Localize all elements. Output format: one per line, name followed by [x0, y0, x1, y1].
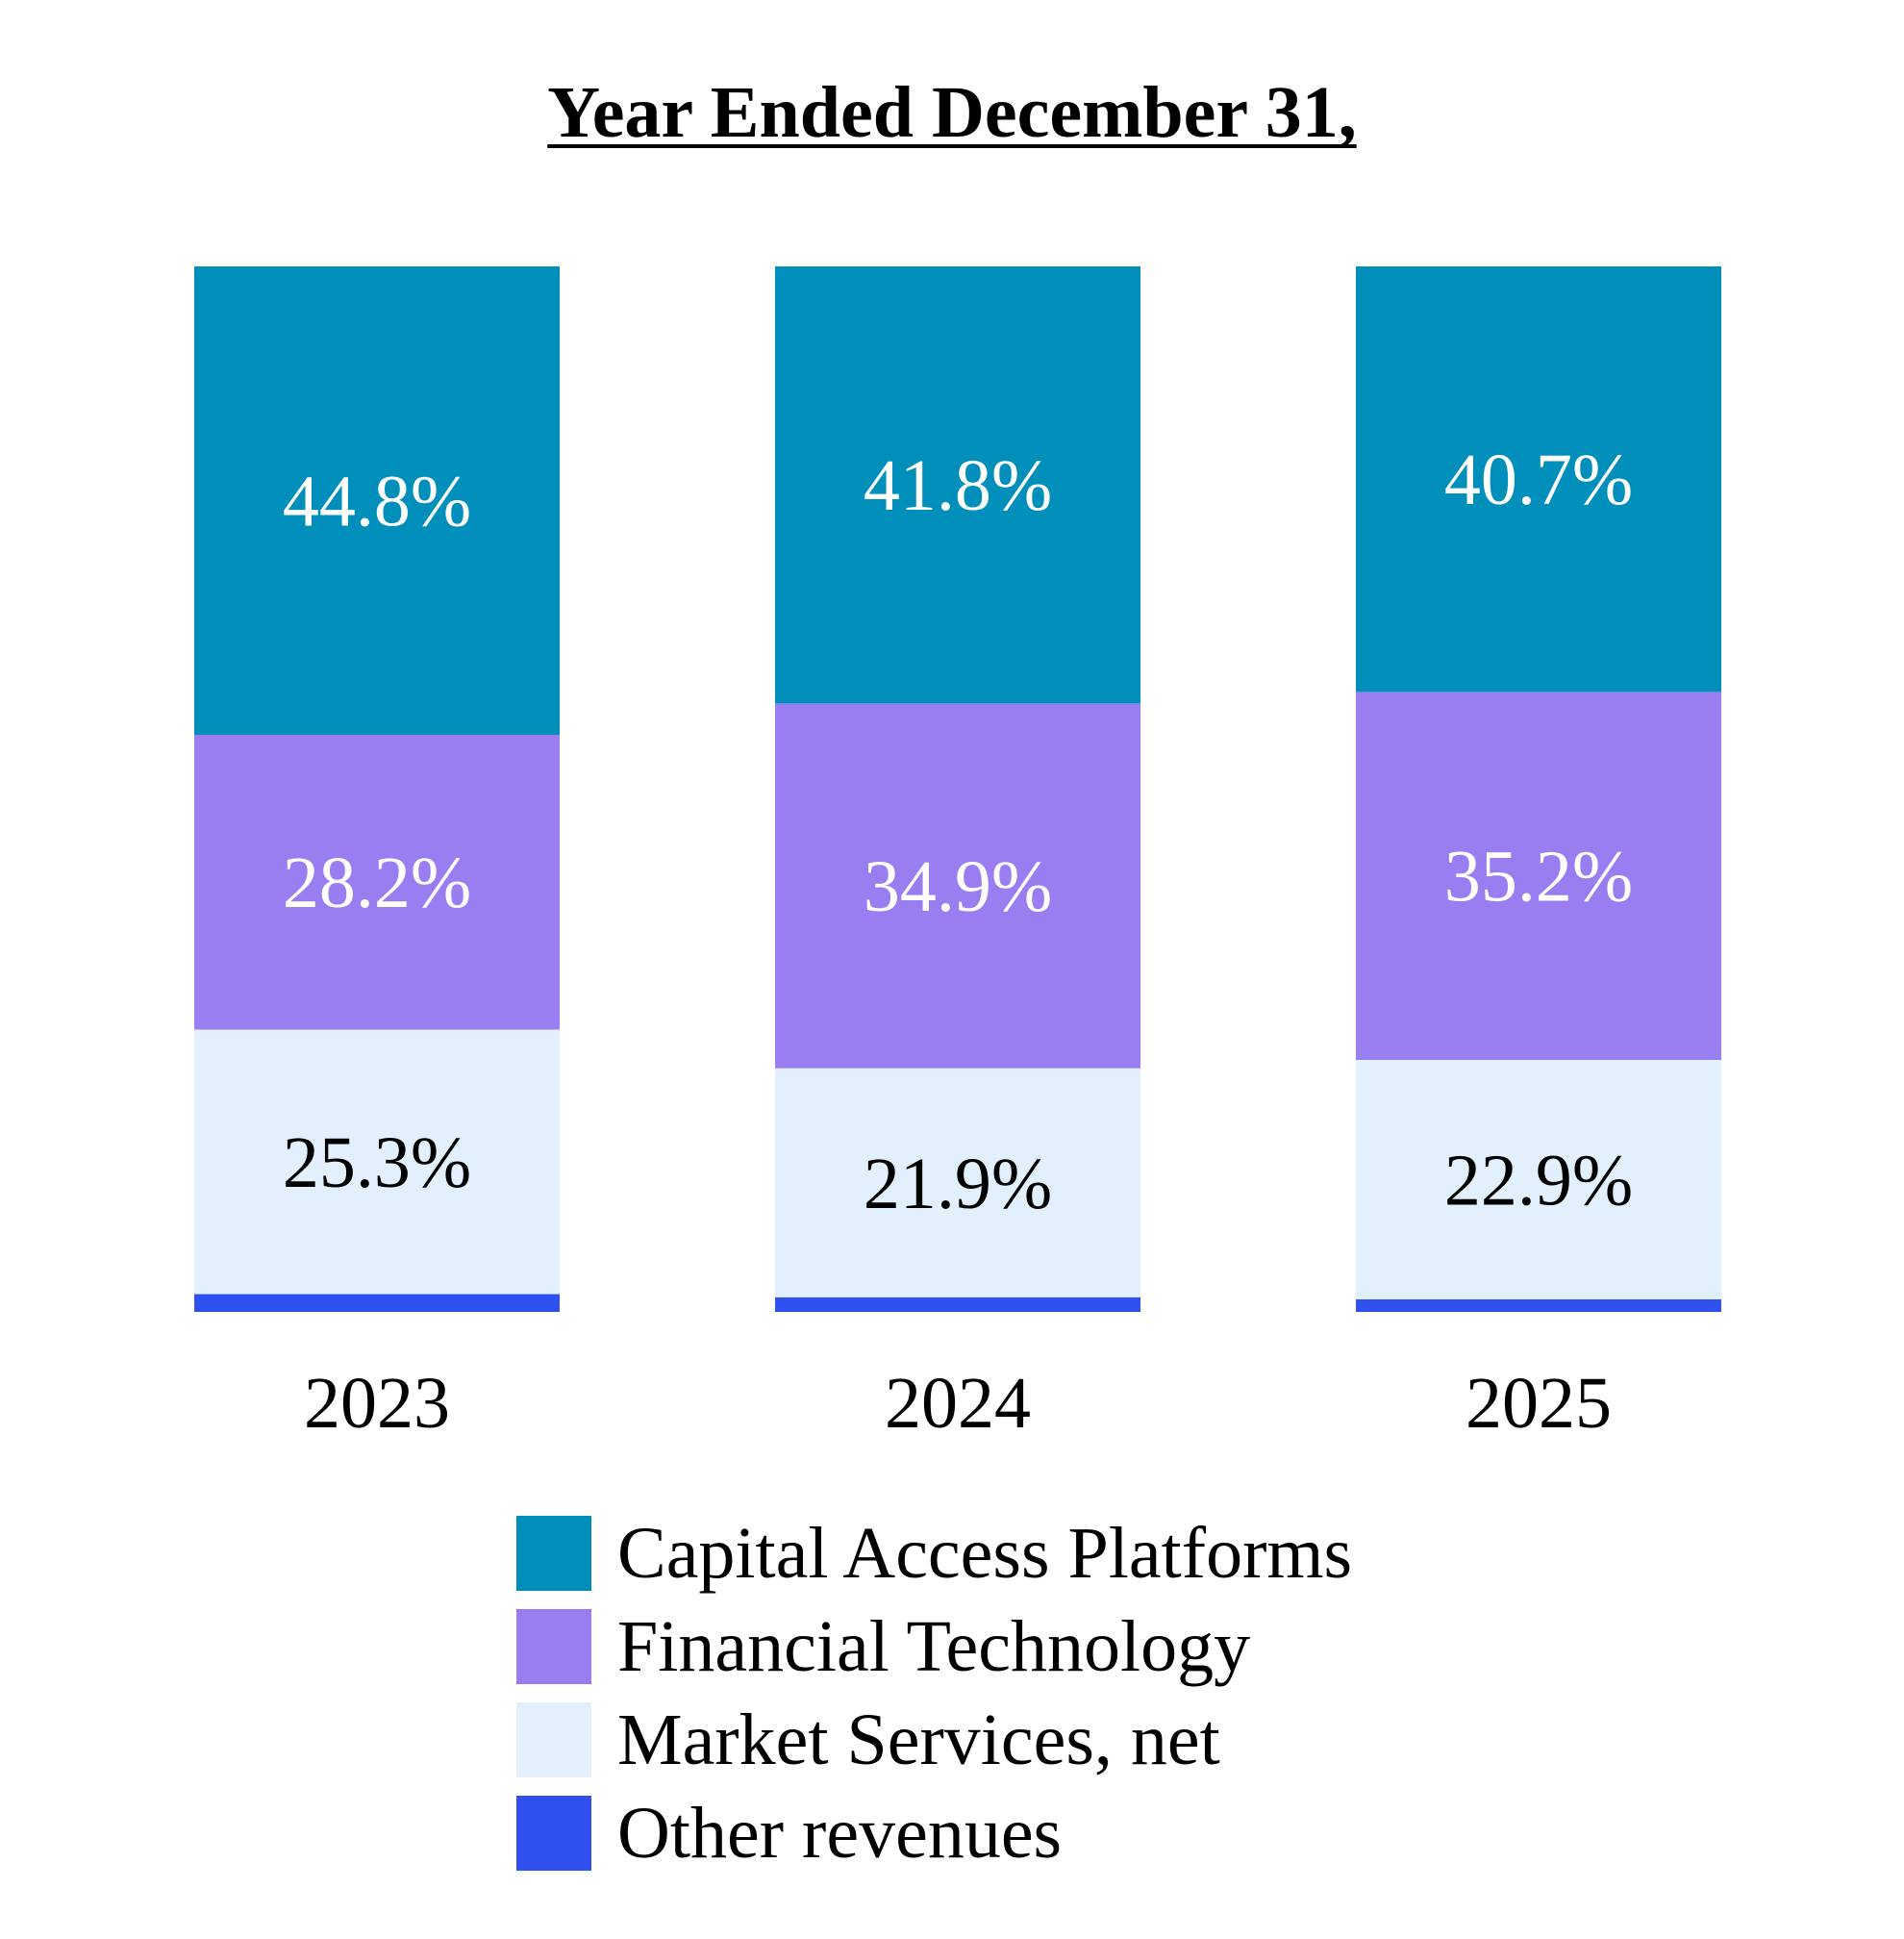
legend-swatch-other-revenues: [516, 1796, 591, 1871]
bar-segment-other-revenues-2023: [194, 1294, 560, 1312]
bar-segment-capital-access-platforms-2023: [194, 266, 560, 735]
category-label-2025: 2025: [1466, 1363, 1612, 1444]
legend: Capital Access Platforms Financial Techno…: [516, 1513, 1352, 1874]
bar-segment-financial-technology-2024: [775, 703, 1140, 1069]
legend-swatch-capital-access-platforms: [516, 1516, 591, 1591]
data-label-financial-technology-2025: 35.2%: [1444, 837, 1633, 918]
legend-label-other-revenues: Other revenues: [617, 1793, 1062, 1874]
chart-title: Year Ended December 31,: [547, 72, 1357, 153]
legend-label-financial-technology: Financial Technology: [617, 1606, 1250, 1687]
category-label-2023: 2023: [304, 1363, 450, 1444]
bar-segment-other-revenues-2025: [1356, 1298, 1721, 1312]
bar-segment-capital-access-platforms-2024: [775, 266, 1140, 704]
bar-segment-financial-technology-2023: [194, 734, 560, 1030]
data-label-financial-technology-2023: 28.2%: [283, 843, 471, 923]
data-label-capital-access-platforms-2025: 40.7%: [1444, 440, 1633, 520]
data-label-financial-technology-2024: 34.9%: [864, 846, 1052, 927]
legend-label-capital-access-platforms: Capital Access Platforms: [617, 1513, 1352, 1594]
bars-group: 25.3% 28.2% 44.8% 21.9% 34.9% 41.8% 22.9% 35.2%…: [194, 266, 1721, 1312]
category-label-2024: 2024: [885, 1363, 1031, 1444]
data-label-market-services-net-2024: 21.9%: [864, 1144, 1052, 1224]
bar-segment-market-services-net-2024: [775, 1068, 1140, 1297]
data-label-capital-access-platforms-2024: 41.8%: [864, 445, 1052, 526]
data-label-market-services-net-2025: 22.9%: [1444, 1140, 1633, 1221]
category-labels-group: 2023 2024 2025: [304, 1363, 1612, 1444]
data-label-capital-access-platforms-2023: 44.8%: [283, 461, 471, 541]
chart-title-group: Year Ended December 31,: [547, 72, 1357, 153]
bar-segment-capital-access-platforms-2025: [1356, 266, 1721, 692]
bar-segment-other-revenues-2024: [775, 1297, 1140, 1312]
legend-swatch-financial-technology: [516, 1609, 591, 1684]
bar-segment-financial-technology-2025: [1356, 692, 1721, 1061]
legend-label-market-services-net: Market Services, net: [617, 1700, 1220, 1780]
bar-segment-market-services-net-2023: [194, 1029, 560, 1295]
data-label-market-services-net-2023: 25.3%: [283, 1122, 471, 1203]
legend-swatch-market-services-net: [516, 1702, 591, 1777]
bar-segment-market-services-net-2025: [1356, 1060, 1721, 1299]
